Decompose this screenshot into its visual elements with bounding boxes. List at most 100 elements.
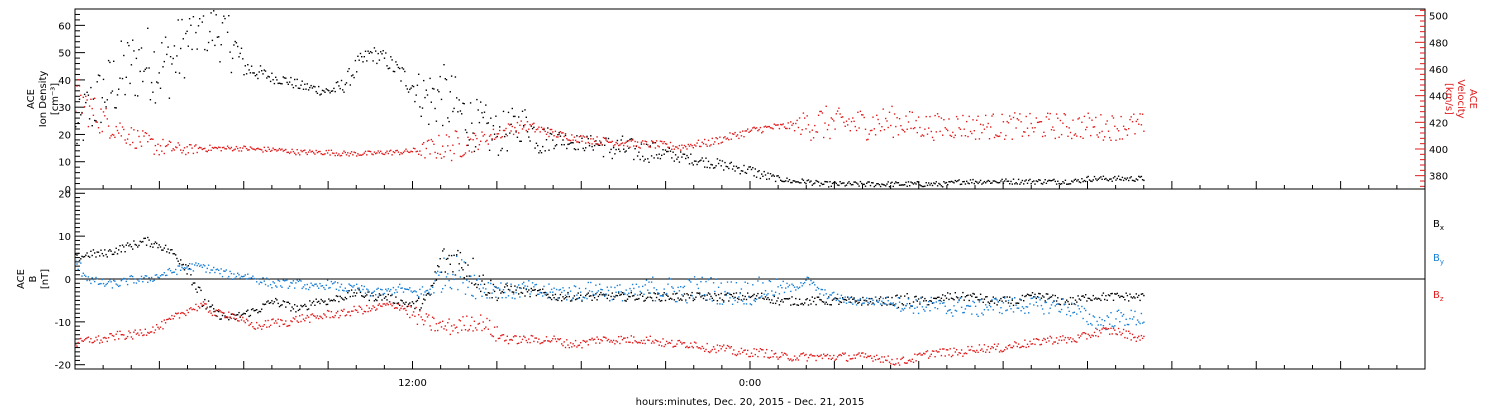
velocity-point [1077,118,1079,120]
velocity-point [701,141,703,143]
density-point [242,58,244,60]
by-point [982,314,984,316]
density-point [1020,181,1022,184]
density-point [909,185,911,187]
bx-point [338,300,340,303]
bz-point [633,336,635,338]
bz-point [558,338,560,341]
bx-point [320,298,322,301]
velocity-point [1115,139,1117,141]
bx-point [415,300,417,303]
velocity-point [1033,131,1035,133]
bz-point [601,340,603,342]
bz-point [1124,336,1126,339]
by-point [306,283,308,286]
velocity-point [382,153,384,155]
bx-point [1072,297,1074,299]
velocity-point [233,149,235,151]
density-point [339,87,341,90]
by-point [345,290,348,292]
velocity-point [153,153,155,155]
bx-point [563,298,565,300]
bx-point [1078,298,1080,300]
velocity-point [659,140,662,142]
bz-point [96,339,98,341]
bz-point [206,306,208,309]
by-point [253,277,255,280]
bz-point [761,349,763,351]
density-point [729,162,731,165]
by-point [1007,299,1010,302]
bz-point [540,342,543,344]
bz-point [1128,330,1130,332]
density-point [318,85,320,88]
by-point [88,279,91,282]
by-point [300,280,302,282]
bz-point [214,314,216,316]
by-point [1050,304,1053,306]
by-point [430,293,432,295]
bx-point [743,298,745,300]
density-point [1072,181,1074,183]
velocity-point [652,140,654,143]
bz-point [381,305,383,308]
density-point [376,62,378,65]
density-point [666,150,668,153]
velocity-point [866,139,868,141]
by-point [753,299,755,301]
bz-point [463,324,465,327]
by-point [868,302,870,305]
bx-point [496,299,498,302]
velocity-point [467,136,469,138]
velocity-point [643,143,645,145]
velocity-point [792,122,794,125]
velocity-point [1020,121,1022,123]
by-point [369,295,372,297]
bz-point [216,315,219,318]
density-point [468,139,470,141]
velocity-point [259,148,262,151]
by-point [216,268,219,270]
bz-point [904,362,906,364]
bz-point [163,319,165,321]
velocity-point [572,139,574,141]
density-point [462,102,464,104]
velocity-point [573,136,576,138]
bx-point [138,244,140,247]
density-point [302,88,305,90]
density-point [353,76,355,79]
bx-point [248,315,250,318]
bx-point [472,257,474,260]
density-point [573,148,576,150]
bz-point [514,335,516,337]
velocity-point [1136,118,1139,121]
density-point [991,182,993,184]
bx-point [699,292,701,294]
density-point [157,82,159,84]
bz-point [583,340,586,342]
density-point [1012,178,1015,180]
velocity-point [1086,126,1088,128]
bz-point [925,351,927,353]
bx-point [86,252,88,254]
by-point [829,294,831,296]
velocity-point [144,132,146,134]
bx-point [1040,297,1043,299]
velocity-point [690,143,692,146]
velocity-point [966,120,968,123]
density-point [687,156,689,159]
bx-point [268,302,270,304]
bx-point [787,298,789,300]
density-point [1060,183,1063,185]
by-point [790,290,792,293]
bz-point [418,314,420,316]
density-point [132,39,134,41]
velocity-point [791,124,793,126]
velocity-point [221,146,224,149]
bz-point [855,354,858,356]
bx-point [210,305,212,308]
bz-point [328,310,330,312]
bx-point [305,305,307,307]
by-point [811,282,813,284]
density-point [901,184,903,186]
